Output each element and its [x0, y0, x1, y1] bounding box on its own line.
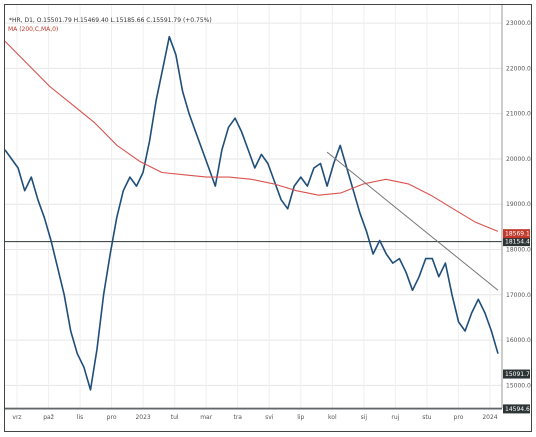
x-tick-label: sij [361, 414, 368, 421]
ohlc-header: *HR, D1, O.15501.79 H.15469.40 L.15185.6… [9, 17, 212, 24]
ma-price-marker-bg [503, 229, 530, 239]
x-tick-label: svi [265, 414, 274, 421]
x-tick-label: tul [171, 414, 179, 421]
x-tick-label: vrz [12, 414, 21, 421]
last-price-marker-bg [503, 369, 530, 379]
plot-background [5, 5, 502, 408]
y-tick-label: 17000.00 [506, 292, 531, 299]
x-tick-label: tra [233, 414, 242, 421]
y-tick-label: 18000.00 [506, 247, 531, 254]
x-tick-label: kol [328, 414, 337, 421]
level-lower-label: 14594.60 [505, 406, 531, 413]
ma-legend: MA (200,C,MA,0) [8, 26, 59, 33]
x-tick-label: 2023 [135, 414, 150, 421]
x-tick-label: lip [297, 414, 304, 421]
x-tick-label: lis [77, 414, 83, 421]
level-upper-label-bg [503, 237, 530, 247]
x-tick-label: pro [107, 414, 117, 421]
ma200-series-line [5, 40, 499, 232]
price-series-line [5, 35, 499, 391]
x-tick-label: 2024 [482, 414, 497, 421]
chart-frame: 23000.00 22000.00 21000.00 20000.00 19000.00… [4, 4, 532, 432]
y-tick-label: 20000.00 [506, 156, 531, 163]
x-tick-label: ruj [391, 414, 399, 421]
level-upper-label: 18154.40 [505, 239, 531, 246]
x-tick-label: pro [454, 414, 464, 421]
x-tick-label: paž [43, 414, 54, 421]
x-tick-label: mar [200, 414, 213, 421]
level-lower-label-bg [503, 404, 530, 414]
x-tick-label: stu [422, 414, 431, 421]
y-tick-label: 15000.00 [506, 382, 531, 389]
chart-plot[interactable]: 23000.00 22000.00 21000.00 20000.00 19000.00… [5, 5, 531, 431]
last-price-marker: 15091.79 [505, 371, 531, 378]
y-tick-label: 16000.00 [506, 337, 531, 344]
ma-price-marker: 18569.19 [505, 231, 531, 238]
y-tick-label: 22000.00 [506, 65, 531, 72]
y-tick-label: 19000.00 [506, 201, 531, 208]
trendline [326, 151, 499, 291]
y-tick-label: 21000.00 [506, 111, 531, 118]
y-tick-label: 23000.00 [506, 20, 531, 27]
